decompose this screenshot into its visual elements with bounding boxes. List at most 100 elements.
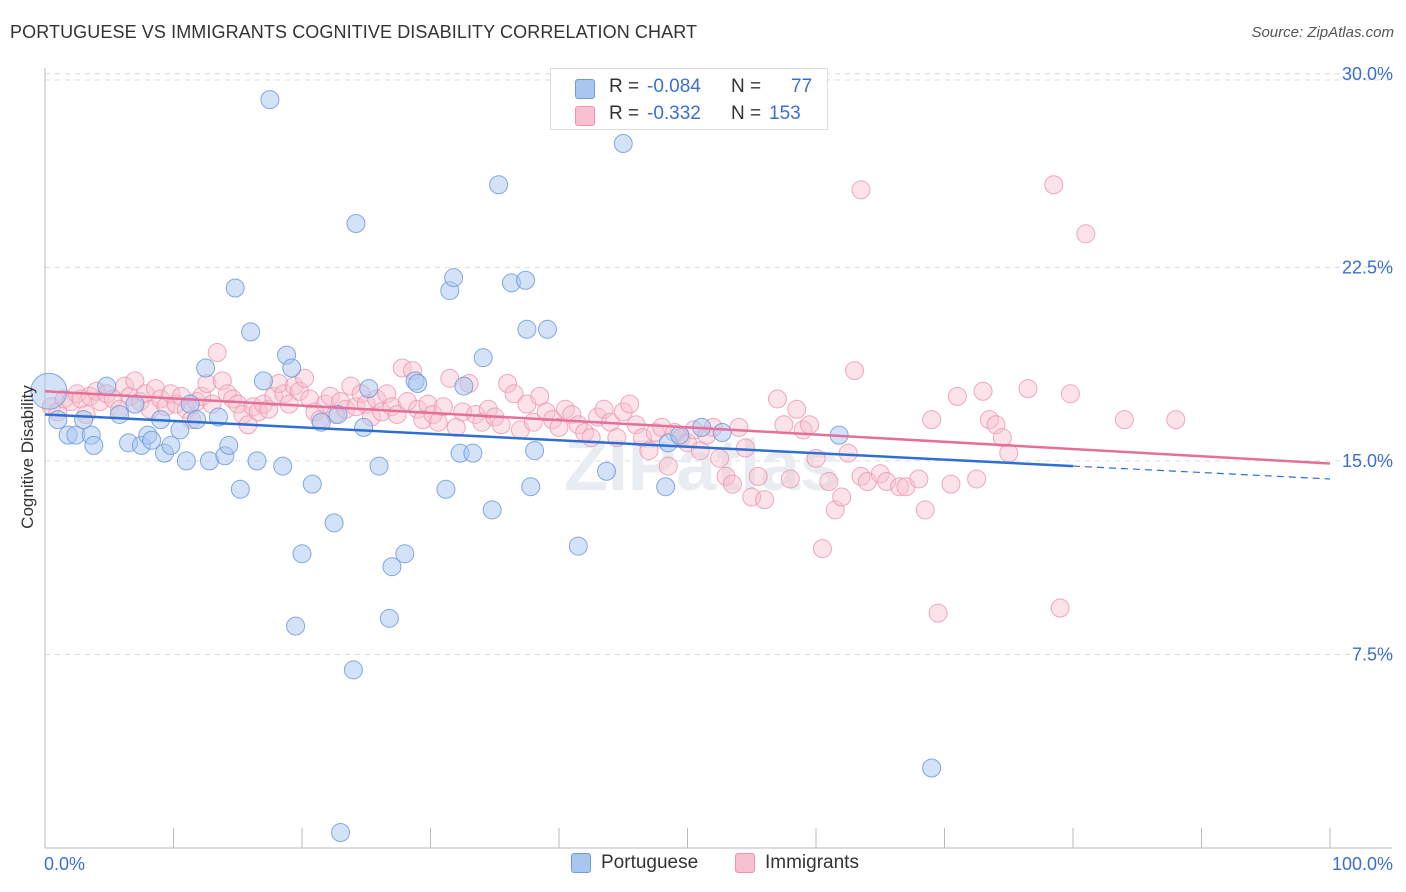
immigrants-point (748, 466, 768, 486)
portuguese-point (282, 358, 302, 378)
immigrants-point (377, 384, 397, 404)
portuguese-point (219, 435, 239, 455)
immigrants-point (549, 417, 569, 437)
y-tick-label: 7.5% (1352, 644, 1393, 664)
immigrants-point (212, 371, 232, 391)
portuguese-point (302, 474, 322, 494)
portuguese-point (379, 608, 399, 628)
legend-n-label: N = (731, 76, 762, 97)
legend-label-portuguese: Portuguese (601, 852, 699, 873)
legend-n-value: 153 (769, 103, 801, 124)
portuguese-point (230, 479, 250, 499)
immigrants-point (928, 603, 948, 623)
portuguese-point (613, 133, 633, 153)
portuguese-point (225, 278, 245, 298)
immigrants-point (217, 384, 237, 404)
immigrants-point (947, 386, 967, 406)
y-tick-label: 22.5% (1342, 257, 1393, 277)
immigrants-point (941, 474, 961, 494)
portuguese-point (110, 404, 130, 424)
correlation-legend: R = -0.084 N = 77 R = -0.332 N = 153 (550, 68, 828, 130)
portuguese-point (537, 319, 557, 339)
immigrants-point (1166, 410, 1186, 430)
immigrants-point (832, 487, 852, 507)
portuguese-point (311, 412, 331, 432)
legend-n-label: N = (731, 103, 762, 124)
portuguese-trend-extension (1072, 465, 1331, 480)
immigrants-point (536, 402, 556, 422)
immigrants-point (228, 394, 248, 414)
immigrants-point (870, 464, 890, 484)
legend-row-portuguese: R = -0.084 N = 77 (551, 73, 827, 101)
portuguese-point (436, 479, 456, 499)
portuguese-point (408, 373, 428, 393)
portuguese-point (48, 410, 68, 430)
immigrants-point (845, 361, 865, 381)
immigrants-point (967, 469, 987, 489)
immigrants-point (413, 410, 433, 430)
immigrants-point (1018, 379, 1038, 399)
legend-r-label: R = (609, 103, 640, 124)
immigrants-point (613, 402, 633, 422)
immigrants-point (973, 381, 993, 401)
portuguese-point (517, 319, 537, 339)
immigrants-point (223, 389, 243, 409)
y-axis-title: Cognitive Disability (18, 385, 37, 529)
portuguese-point (328, 404, 348, 424)
portuguese-point (597, 461, 617, 481)
portuguese-point (196, 358, 216, 378)
immigrants-points (41, 175, 1186, 623)
legend-n-value: 77 (791, 76, 813, 97)
portuguese-point (489, 175, 509, 195)
portuguese-point (568, 536, 588, 556)
portuguese-point (712, 423, 732, 443)
portuguese-point (516, 270, 536, 290)
immigrants-point (295, 368, 315, 388)
portuguese-point (354, 417, 374, 437)
portuguese-point (395, 544, 415, 564)
portuguese-point (170, 420, 190, 440)
immigrants-point (1076, 224, 1096, 244)
immigrants-point (645, 423, 665, 443)
portuguese-point (482, 500, 502, 520)
portuguese-swatch-icon (575, 79, 595, 99)
portuguese-point (97, 376, 117, 396)
portuguese-point (521, 477, 541, 497)
portuguese-point (247, 451, 267, 471)
tick-labels: 7.5% 15.0% 22.5% 30.0% 0.0% 100.0% Cognitive D… (18, 64, 1393, 874)
portuguese-point (444, 268, 464, 288)
portuguese-point (187, 410, 207, 430)
y-tick-label: 30.0% (1342, 64, 1393, 84)
portuguese-point (343, 660, 363, 680)
portuguese-point (670, 425, 690, 445)
legend-r-value: -0.332 (647, 103, 701, 124)
immigrants-point (716, 466, 736, 486)
immigrants-point (800, 415, 820, 435)
immigrants-point (922, 410, 942, 430)
immigrants-point (1044, 175, 1064, 195)
immigrants-point (851, 466, 871, 486)
portuguese-point (208, 407, 228, 427)
portuguese-point (359, 379, 379, 399)
portuguese-point (331, 823, 351, 843)
immigrants-point (207, 343, 227, 363)
portuguese-point (369, 456, 389, 476)
x-tick-label: 100.0% (1332, 854, 1393, 874)
immigrants-point (787, 399, 807, 419)
portuguese-point (922, 758, 942, 778)
portuguese-point (286, 616, 306, 636)
immigrants-point (755, 490, 775, 510)
immigrants-point (774, 415, 794, 435)
immigrants-point (819, 472, 839, 492)
portuguese-point (324, 513, 344, 533)
immigrants-point (729, 417, 749, 437)
legend-item-portuguese: Portuguese (571, 852, 698, 874)
portuguese-point (142, 430, 162, 450)
trend-lines (44, 389, 1331, 480)
immigrants-legend-icon (735, 853, 755, 873)
series-legend: Portuguese Immigrants (0, 850, 1406, 880)
portuguese-point (382, 557, 402, 577)
portuguese-point (84, 435, 104, 455)
immigrants-point (620, 394, 640, 414)
